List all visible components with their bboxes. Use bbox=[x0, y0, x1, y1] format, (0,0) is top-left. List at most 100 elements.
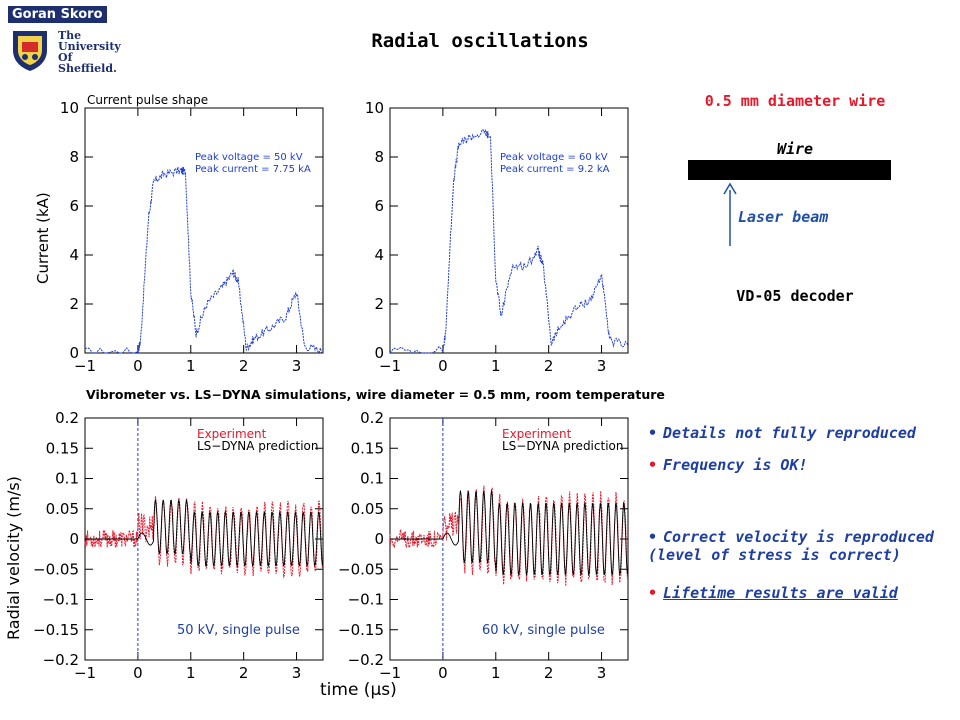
y-tick-label: 8 bbox=[374, 148, 384, 166]
y-tick-label: 0.15 bbox=[46, 439, 79, 457]
plot-frame bbox=[389, 107, 629, 354]
bullet-text: Details not fully reproduced bbox=[663, 424, 916, 442]
bullet-text: Frequency is OK! bbox=[663, 456, 808, 474]
uni-line: University bbox=[58, 40, 121, 53]
y-tick-label: −0.2 bbox=[43, 651, 79, 669]
current-axis-label: Current (kA) bbox=[34, 192, 52, 284]
bullet-frequency: • Frequency is OK! bbox=[648, 456, 808, 474]
x-tick-label: 0 bbox=[438, 664, 448, 682]
plot-frame bbox=[84, 107, 324, 354]
experiment-line bbox=[84, 496, 323, 579]
y-tick-label: 8 bbox=[69, 148, 79, 166]
legend-prediction: LS−DYNA prediction bbox=[197, 439, 318, 453]
x-tick-label: 2 bbox=[239, 357, 249, 375]
y-tick-label: 0 bbox=[374, 344, 384, 362]
y-tick-label: 4 bbox=[69, 246, 79, 264]
y-tick-label: 6 bbox=[374, 197, 384, 215]
x-tick-label: 0 bbox=[438, 357, 448, 375]
decoder-label: VD-05 decoder bbox=[736, 287, 854, 305]
y-tick-label: 0.2 bbox=[55, 409, 79, 427]
x-tick-label: 1 bbox=[186, 664, 196, 682]
x-tick-label: 3 bbox=[597, 664, 607, 682]
bullet-details: • Details not fully reproduced bbox=[648, 424, 916, 442]
y-tick-label: −0.2 bbox=[348, 651, 384, 669]
x-tick-label: 3 bbox=[292, 357, 302, 375]
y-tick-label: 0.1 bbox=[55, 470, 79, 488]
bullet-dot-icon: • bbox=[648, 456, 658, 474]
pulse-label: 60 kV, single pulse bbox=[482, 623, 605, 638]
y-tick-label: 0 bbox=[69, 344, 79, 362]
x-tick-label: −1 bbox=[379, 664, 401, 682]
wire-bar bbox=[688, 160, 891, 180]
y-tick-label: 10 bbox=[60, 99, 79, 117]
x-tick-label: 3 bbox=[292, 664, 302, 682]
bullet-dot-icon: • bbox=[648, 528, 658, 546]
laser-arrow-icon bbox=[723, 182, 737, 246]
page-title: Radial oscillations bbox=[371, 30, 589, 52]
author-name: Goran Skoro bbox=[8, 6, 107, 23]
legend-experiment: Experiment bbox=[197, 427, 267, 441]
y-tick-label: 2 bbox=[374, 295, 384, 313]
y-tick-label: −0.05 bbox=[338, 560, 384, 578]
x-tick-label: 0 bbox=[133, 664, 143, 682]
time-axis-label: time (μs) bbox=[320, 680, 397, 700]
university-crest-icon bbox=[13, 31, 47, 71]
y-tick-label: 6 bbox=[69, 197, 79, 215]
y-tick-label: −0.15 bbox=[33, 621, 79, 639]
y-tick-label: 0 bbox=[374, 530, 384, 548]
bullet-dot-icon: • bbox=[648, 584, 658, 602]
x-tick-label: 0 bbox=[133, 357, 143, 375]
y-tick-label: −0.1 bbox=[348, 591, 384, 609]
x-tick-label: −1 bbox=[74, 664, 96, 682]
bullet-velocity: • Correct velocity is reproduced (level of… bbox=[648, 528, 934, 564]
x-tick-label: 2 bbox=[544, 357, 554, 375]
x-tick-label: 2 bbox=[239, 664, 249, 682]
y-tick-label: 0 bbox=[69, 530, 79, 548]
wire-diameter-title: 0.5 mm diameter wire bbox=[704, 92, 886, 110]
y-tick-label: 0.05 bbox=[351, 500, 384, 518]
current-pulse-line bbox=[84, 166, 324, 355]
y-tick-label: 10 bbox=[365, 99, 384, 117]
y-tick-label: 0.2 bbox=[360, 409, 384, 427]
laser-beam-label: Laser beam bbox=[738, 208, 829, 226]
y-tick-label: 0.15 bbox=[351, 439, 384, 457]
y-tick-label: 4 bbox=[374, 246, 384, 264]
uni-line: Of bbox=[58, 51, 73, 64]
bullet-dot-icon: • bbox=[648, 424, 658, 442]
university-name: The University Of Sheffield. bbox=[58, 30, 121, 74]
chart-annotation: Peak voltage = 50 kV bbox=[195, 152, 303, 163]
y-tick-label: −0.15 bbox=[338, 621, 384, 639]
x-tick-label: 3 bbox=[597, 357, 607, 375]
uni-line: Sheffield. bbox=[58, 62, 117, 75]
chart-annotation: Peak current = 7.75 kA bbox=[195, 164, 311, 175]
x-tick-label: 2 bbox=[544, 664, 554, 682]
x-tick-label: 1 bbox=[491, 664, 501, 682]
chart-annotation: Peak voltage = 60 kV bbox=[500, 152, 608, 163]
bullet-text: (level of stress is correct) bbox=[648, 546, 901, 564]
legend-prediction: LS−DYNA prediction bbox=[502, 439, 623, 453]
x-tick-label: −1 bbox=[379, 357, 401, 375]
x-tick-label: 1 bbox=[186, 357, 196, 375]
uni-line: The bbox=[58, 29, 82, 42]
y-tick-label: 0.1 bbox=[360, 470, 384, 488]
bullet-text: Lifetime results are valid bbox=[663, 584, 898, 602]
x-tick-label: −1 bbox=[74, 357, 96, 375]
y-tick-label: −0.1 bbox=[43, 591, 79, 609]
prediction-line bbox=[85, 499, 323, 568]
chart-annotation: Peak current = 9.2 kA bbox=[500, 164, 610, 175]
bullet-text: Correct velocity is reproduced bbox=[663, 528, 934, 546]
y-tick-label: 2 bbox=[69, 295, 79, 313]
prediction-line bbox=[390, 490, 628, 576]
y-tick-label: 0.05 bbox=[46, 500, 79, 518]
wire-label: Wire bbox=[776, 140, 814, 158]
x-tick-label: 1 bbox=[491, 357, 501, 375]
current-pulse-line bbox=[389, 128, 629, 354]
y-tick-label: −0.05 bbox=[33, 560, 79, 578]
pulse-label: 50 kV, single pulse bbox=[177, 623, 300, 638]
section-title: Vibrometer vs. LS−DYNA simulations, wire… bbox=[86, 387, 665, 402]
chart-title: Current pulse shape bbox=[87, 93, 208, 107]
velocity-axis-label: Radial velocity (m/s) bbox=[4, 476, 23, 640]
legend-experiment: Experiment bbox=[502, 427, 572, 441]
bullet-lifetime: • Lifetime results are valid bbox=[648, 584, 898, 602]
